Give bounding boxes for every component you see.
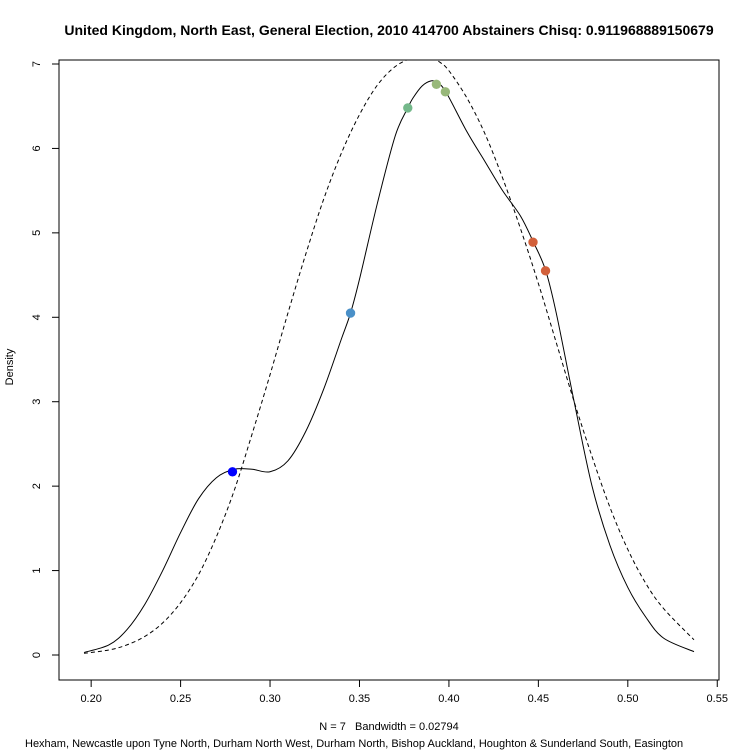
x-axis: 0.20 0.25 0.30 0.35 0.40 0.45 0.50 0.55: [80, 679, 728, 705]
y-axis: 0 1 2 3 4 5 6 7: [31, 61, 60, 658]
y-tick-label: 0: [31, 652, 43, 658]
y-tick-label: 3: [31, 399, 43, 405]
data-point: [227, 467, 238, 477]
x-tick-label: 0.35: [349, 693, 370, 705]
data-point: [440, 87, 451, 97]
data-point: [528, 237, 538, 247]
y-tick-label: 1: [31, 568, 43, 574]
data-points: [227, 79, 551, 477]
data-point: [431, 79, 442, 89]
y-tick-label: 4: [31, 314, 43, 320]
chart-title: United Kingdom, North East, General Elec…: [64, 22, 713, 38]
chart-subtitle: Hexham, Newcastle upon Tyne North, Durha…: [25, 738, 683, 750]
x-tick-label: 0.30: [259, 693, 280, 705]
y-axis-label: Density: [4, 348, 16, 385]
x-tick-label: 0.55: [707, 693, 728, 705]
data-point: [345, 308, 356, 318]
x-axis-label: N = 7 Bandwidth = 0.02794: [319, 721, 458, 733]
y-tick-label: 2: [31, 483, 43, 489]
x-tick-label: 0.20: [80, 693, 101, 705]
x-tick-label: 0.45: [528, 693, 549, 705]
y-tick-label: 6: [31, 145, 43, 151]
kernel-density-curve: [83, 80, 695, 653]
y-tick-label: 5: [31, 230, 43, 236]
x-tick-label: 0.25: [170, 693, 191, 705]
density-curves: [83, 60, 695, 654]
y-tick-label: 7: [31, 61, 43, 67]
data-point: [540, 266, 551, 276]
normal-reference-curve: [83, 60, 695, 654]
data-point: [403, 103, 413, 113]
plot-frame: [58, 59, 720, 681]
x-tick-label: 0.50: [617, 693, 638, 705]
x-tick-label: 0.40: [438, 693, 459, 705]
